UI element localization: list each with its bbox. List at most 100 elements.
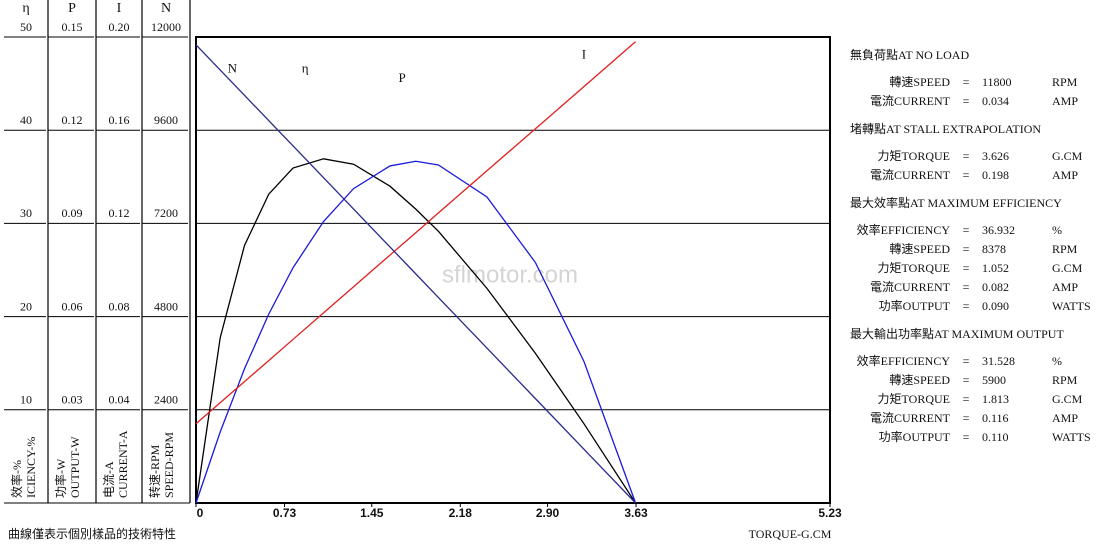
x-tick-label: 0.73 — [273, 506, 297, 520]
axis-label: 功率-W — [53, 458, 68, 498]
y-tick-label: 50 — [20, 20, 32, 34]
equals: = — [963, 354, 970, 368]
row-label: 力矩TORQUE — [878, 261, 950, 275]
row-label: 電流CURRENT — [870, 280, 951, 294]
row-value: 0.090 — [982, 299, 1009, 313]
watermark: sflmotor.com — [442, 261, 578, 288]
row-value: 8378 — [982, 242, 1006, 256]
row-label: 功率OUTPUT — [879, 298, 951, 313]
axis-label: 转速-RPM — [147, 444, 162, 498]
row-value: 5900 — [982, 373, 1006, 387]
row-unit: AMP — [1052, 280, 1078, 294]
y-tick-label: 2400 — [154, 393, 178, 407]
equals: = — [963, 299, 970, 313]
row-label: 效率EFFICIENCY — [857, 222, 951, 237]
row-unit: RPM — [1052, 373, 1078, 387]
row-value: 1.052 — [982, 261, 1009, 275]
row-label: 力矩TORQUE — [878, 149, 950, 163]
y-tick-label: 12000 — [151, 20, 181, 34]
y-tick-label: 0.04 — [109, 393, 130, 407]
y-tick-label: 7200 — [154, 206, 178, 220]
axis-symbol: I — [117, 1, 122, 16]
section-title: 無負荷點AT NO LOAD — [850, 47, 969, 62]
y-tick-label: 0.06 — [62, 299, 83, 313]
y-tick-label: 0.16 — [109, 113, 130, 127]
row-label: 功率OUTPUT — [879, 429, 951, 444]
equals: = — [963, 242, 970, 256]
equals: = — [963, 168, 970, 182]
row-value: 11800 — [982, 75, 1012, 89]
x-tick-label: 3.63 — [624, 506, 648, 520]
row-label: 轉速SPEED — [889, 373, 950, 387]
row-value: 0.082 — [982, 280, 1009, 294]
section-title: 堵轉點AT STALL EXTRAPOLATION — [850, 122, 1041, 136]
y-tick-label: 0.12 — [109, 206, 130, 220]
equals: = — [963, 392, 970, 406]
axis-symbol: η — [22, 1, 29, 16]
equals: = — [963, 223, 970, 237]
axis-symbol: P — [68, 1, 76, 16]
row-unit: WATTS — [1052, 299, 1091, 313]
row-label: 轉速SPEED — [889, 75, 950, 89]
y-tick-label: 0.03 — [62, 393, 83, 407]
series-line — [195, 160, 637, 504]
x-tick-label: 0 — [197, 506, 204, 520]
row-label: 電流CURRENT — [870, 411, 951, 425]
section-title: 最大輸出功率點AT MAXIMUM OUTPUT — [850, 326, 1064, 341]
row-label: 轉速SPEED — [889, 242, 950, 256]
row-value: 0.198 — [982, 168, 1009, 182]
row-value: 0.116 — [982, 411, 1009, 425]
axis-label: ICIENCY-% — [24, 437, 38, 498]
row-value: 1.813 — [982, 392, 1009, 406]
series-label: P — [398, 70, 405, 85]
y-tick-label: 9600 — [154, 113, 178, 127]
y-tick-label: 4800 — [154, 299, 178, 313]
series-label: N — [228, 61, 238, 76]
row-label: 效率EFFICIENCY — [857, 353, 951, 368]
section-title: 最大效率點AT MAXIMUM EFFICIENCY — [850, 195, 1062, 210]
y-tick-label: 20 — [20, 299, 32, 313]
row-value: 31.528 — [982, 354, 1015, 368]
y-tick-label: 0.15 — [62, 20, 83, 34]
y-tick-label: 10 — [20, 393, 32, 407]
y-tick-label: 30 — [20, 206, 32, 220]
equals: = — [963, 373, 970, 387]
row-label: 電流CURRENT — [870, 168, 951, 182]
series-line — [195, 158, 637, 504]
equals: = — [963, 94, 970, 108]
row-label: 力矩TORQUE — [878, 392, 950, 406]
plot-frame — [195, 36, 831, 504]
y-tick-label: 0.12 — [62, 113, 83, 127]
y-tick-label: 0.08 — [109, 299, 130, 313]
y-tick-label: 0.20 — [109, 20, 130, 34]
axis-label: 效率-% — [9, 460, 24, 498]
x-tick-label: 1.45 — [360, 506, 384, 520]
row-unit: % — [1052, 223, 1062, 237]
row-unit: AMP — [1052, 94, 1078, 108]
x-tick-label: 5.23 — [818, 506, 842, 520]
row-value: 36.932 — [982, 223, 1015, 237]
row-unit: AMP — [1052, 168, 1078, 182]
row-unit: % — [1052, 354, 1062, 368]
row-label: 電流CURRENT — [870, 94, 951, 108]
y-tick-label: 40 — [20, 113, 32, 127]
axis-label: 电流-A — [102, 461, 116, 498]
footnote: 曲線僅表示個別樣品的技術特性 — [8, 526, 176, 541]
series-line — [195, 44, 637, 504]
x-tick-label: 2.90 — [536, 506, 560, 520]
row-unit: RPM — [1052, 242, 1078, 256]
row-value: 3.626 — [982, 149, 1009, 163]
equals: = — [963, 430, 970, 444]
row-unit: WATTS — [1052, 430, 1091, 444]
equals: = — [963, 149, 970, 163]
row-unit: AMP — [1052, 411, 1078, 425]
equals: = — [963, 280, 970, 294]
row-unit: G.CM — [1052, 261, 1083, 275]
axis-label: CURRENT-A — [116, 430, 130, 498]
series-line — [195, 41, 636, 425]
equals: = — [963, 75, 970, 89]
series-label: I — [582, 47, 586, 62]
axis-label: OUTPUT-W — [68, 436, 82, 498]
x-axis-label: TORQUE-G.CM — [749, 527, 832, 541]
